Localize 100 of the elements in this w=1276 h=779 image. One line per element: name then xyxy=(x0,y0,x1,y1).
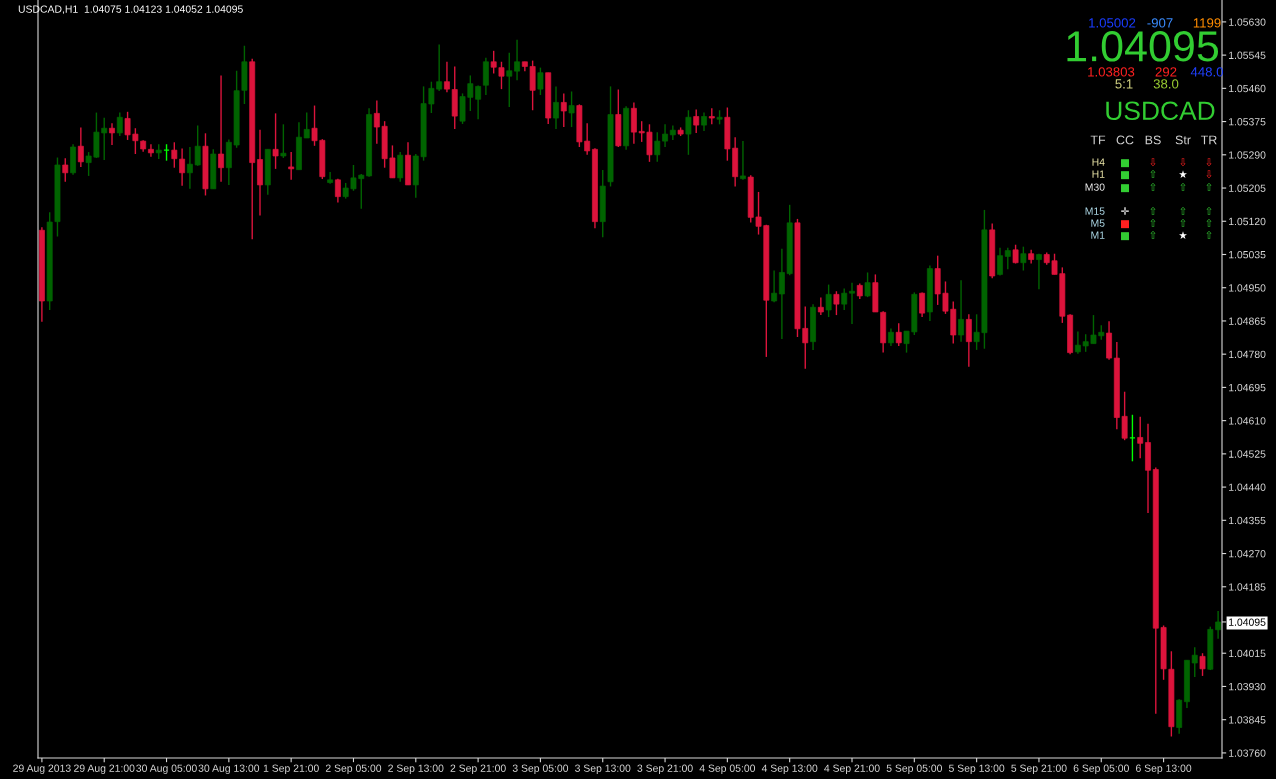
x-tick-label: 2 Sep 05:00 xyxy=(325,764,382,774)
annotation: 1.03803 xyxy=(1088,67,1135,77)
x-tick-label: 3 Sep 05:00 xyxy=(512,764,569,774)
annotation: ✛ xyxy=(1121,207,1129,215)
annotation: ■ xyxy=(1121,184,1129,193)
x-tick-label: 30 Aug 05:00 xyxy=(136,764,197,774)
annotation: ⇧ xyxy=(1206,219,1212,227)
annotation: ■ xyxy=(1121,232,1129,241)
annotation: USDCAD,H1 1.04075 1.04123 1.04052 1.04095 xyxy=(18,5,243,15)
annotation: -907 xyxy=(1147,18,1173,28)
annotation: ★ xyxy=(1179,170,1187,178)
candlestick xyxy=(825,283,832,318)
annotation: ⇧ xyxy=(1180,219,1186,227)
annotation: ■ xyxy=(1121,159,1129,168)
y-tick-label: 1.05290 xyxy=(1229,151,1266,159)
y-tick-label: 1.03930 xyxy=(1229,682,1266,691)
candlestick xyxy=(693,108,700,134)
annotation: ⇧ xyxy=(1206,207,1212,215)
annotation: ⇧ xyxy=(1150,219,1156,227)
annotation: ⇧ xyxy=(1150,183,1156,191)
annotation: ⇧ xyxy=(1206,231,1212,239)
y-tick-label: 1.04950 xyxy=(1229,284,1266,292)
annotation: ⇩ xyxy=(1206,158,1212,167)
annotation: 448.0 xyxy=(1190,67,1223,77)
annotation: H4 xyxy=(1092,158,1105,166)
x-tick-label: 5 Sep 21:00 xyxy=(1011,764,1067,774)
y-tick-label: 1.04095 xyxy=(1229,618,1266,626)
candlestick xyxy=(1004,247,1011,271)
annotation: CC xyxy=(1116,135,1134,145)
candlestick xyxy=(506,52,513,108)
annotation: BS xyxy=(1145,135,1161,145)
candlestick xyxy=(568,90,575,128)
annotation: ⇧ xyxy=(1150,170,1156,178)
annotation: ⇩ xyxy=(1206,170,1212,179)
candlestick xyxy=(1137,416,1144,459)
x-tick-label: 1 Sep 21:00 xyxy=(263,764,319,774)
candlestick xyxy=(1020,245,1027,272)
x-tick-label: 4 Sep 13:00 xyxy=(761,764,818,774)
candlestick xyxy=(1012,244,1019,265)
annotation: USDCAD xyxy=(1106,101,1215,121)
annotation: 292 xyxy=(1155,67,1177,77)
candlestick xyxy=(841,287,848,311)
annotation: 5:1 xyxy=(1115,79,1133,89)
annotation: TR xyxy=(1200,135,1217,145)
x-tick-label: 2 Sep 21:00 xyxy=(450,764,506,774)
candlestick xyxy=(1191,646,1198,678)
candlestick xyxy=(833,290,840,316)
candlestick xyxy=(615,88,622,148)
y-tick-label: 1.04610 xyxy=(1229,417,1266,425)
x-tick-label: 6 Sep 13:00 xyxy=(1136,764,1192,774)
candlestick xyxy=(303,111,310,139)
annotation: 38.0 xyxy=(1153,79,1179,89)
annotation: ★ xyxy=(1179,231,1187,239)
y-tick-label: 1.04185 xyxy=(1229,583,1266,591)
candlestick xyxy=(202,132,209,197)
y-tick-label: 1.04865 xyxy=(1229,317,1266,325)
annotation: 1.05002 xyxy=(1089,18,1136,28)
y-tick-label: 1.04355 xyxy=(1229,516,1266,525)
candlestick xyxy=(685,109,692,156)
annotation: M30 xyxy=(1085,183,1105,191)
x-tick-label: 4 Sep 21:00 xyxy=(824,764,880,774)
y-tick-label: 1.03845 xyxy=(1229,716,1266,724)
x-tick-label: 3 Sep 21:00 xyxy=(637,764,693,774)
y-tick-label: 1.05545 xyxy=(1229,51,1266,59)
candlestick xyxy=(1199,652,1206,677)
x-tick-label: 29 Aug 2013 xyxy=(13,764,71,774)
annotation: ⇩ xyxy=(1150,158,1156,167)
annotation: M15 xyxy=(1085,207,1105,215)
annotation: 1199 xyxy=(1193,18,1221,28)
annotation: 1.04095 xyxy=(1067,31,1219,62)
candlestick xyxy=(607,85,614,188)
y-tick-label: 1.04440 xyxy=(1229,483,1266,491)
y-tick-label: 1.05120 xyxy=(1229,217,1266,226)
y-tick-label: 1.05460 xyxy=(1229,84,1266,93)
candlestick xyxy=(288,151,295,181)
x-tick-label: 2 Sep 13:00 xyxy=(388,764,444,774)
y-tick-label: 1.05630 xyxy=(1229,18,1266,26)
x-tick-label: 30 Aug 13:00 xyxy=(198,764,260,774)
candlestick xyxy=(864,271,871,298)
y-tick-label: 1.04780 xyxy=(1229,350,1266,359)
annotation: ■ xyxy=(1121,171,1129,180)
y-tick-label: 1.05035 xyxy=(1229,250,1266,259)
annotation: ⇧ xyxy=(1206,183,1212,191)
candlestick xyxy=(560,92,567,128)
annotation: ⇧ xyxy=(1150,231,1156,239)
y-tick-label: 1.04695 xyxy=(1229,383,1266,392)
candlestick xyxy=(272,112,279,170)
x-tick-label: 3 Sep 13:00 xyxy=(575,764,631,774)
x-tick-label: 5 Sep 13:00 xyxy=(948,764,1005,774)
candlestick xyxy=(537,66,544,96)
annotation: M1 xyxy=(1091,231,1105,239)
y-tick-label: 1.05205 xyxy=(1229,184,1266,192)
y-tick-label: 1.04270 xyxy=(1229,550,1266,558)
annotation: ■ xyxy=(1121,220,1129,229)
y-tick-label: 1.04015 xyxy=(1229,649,1266,658)
x-tick-label: 29 Aug 21:00 xyxy=(74,764,135,774)
annotation: ⇧ xyxy=(1150,207,1156,215)
x-tick-label: 4 Sep 05:00 xyxy=(699,764,756,774)
y-tick-label: 1.04525 xyxy=(1229,450,1266,458)
x-tick-label: 6 Sep 05:00 xyxy=(1073,764,1129,774)
